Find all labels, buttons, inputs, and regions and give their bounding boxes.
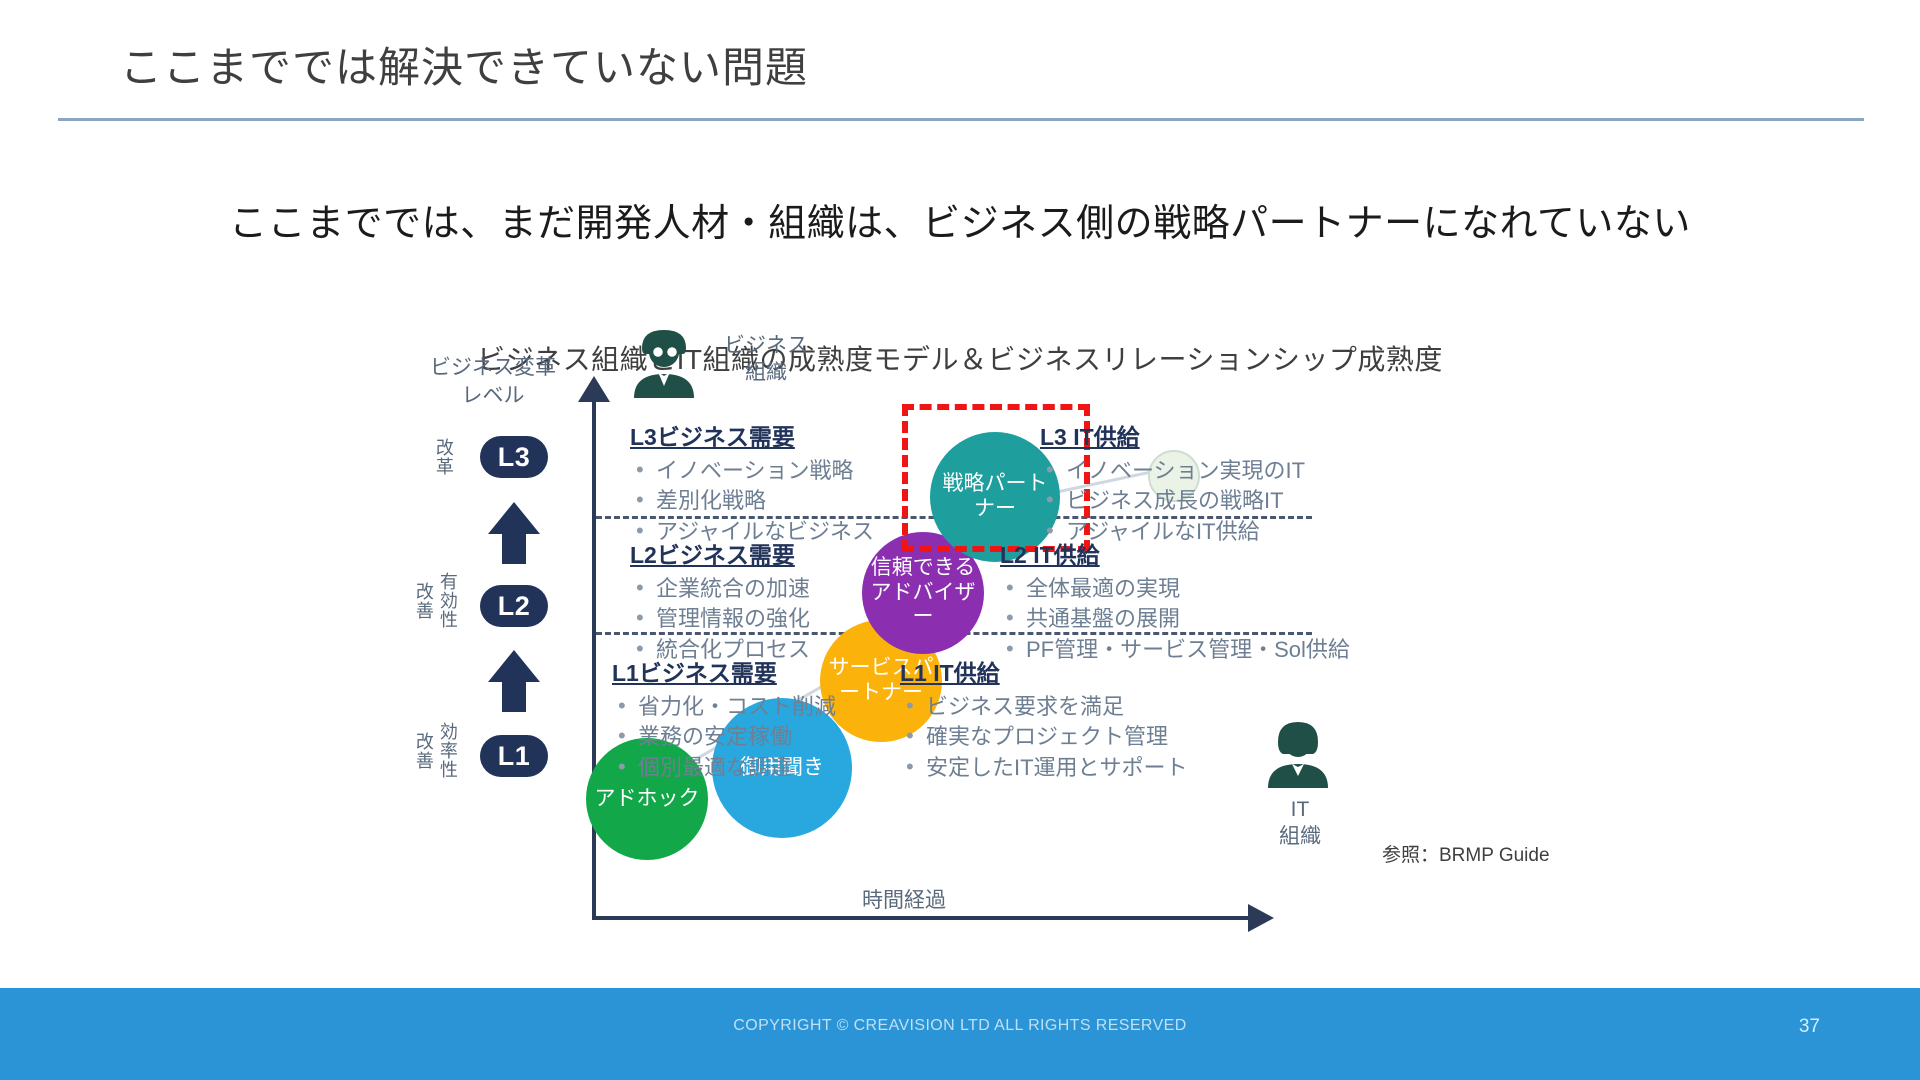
demand-block-l3-item: イノベーション戦略 (630, 455, 874, 486)
level-side-label-l1-a: 改善 (413, 732, 434, 770)
demand-block-l1-item: 省力化・コスト削減 (612, 691, 836, 722)
supply-block-l2: L2 IT供給 全体最適の実現 共通基盤の展開 PF管理・サービス管理・Sol供… (1000, 536, 1350, 665)
x-axis-label: 時間経過 (862, 889, 946, 912)
business-organization-label-line2: 組織 (745, 361, 787, 385)
business-organization-person-icon (630, 326, 698, 398)
page-title: ここまででは解決できていない問題 (120, 44, 809, 91)
demand-block-l3-title: L3ビジネス需要 (630, 424, 795, 450)
demand-block-l1-item: 個別最適な調達 (612, 752, 836, 783)
it-organization-label-line1: IT (1290, 798, 1310, 821)
footer-page-number: 37 (1798, 1016, 1820, 1037)
supply-block-l3-item: ビジネス成長の戦略IT (1040, 485, 1305, 516)
level-pill-l2: L2 (480, 585, 548, 627)
upward-arrow-icon-upper (488, 502, 540, 564)
level-side-label-l1-b: 効率性 (437, 722, 458, 779)
bubble-strategic-partner: 戦略パートナー (930, 432, 1060, 562)
source-reference-note: 参照：BRMP Guide (1382, 845, 1550, 866)
business-organization-label-line1: ビジネス (724, 334, 808, 357)
y-axis-label: ビジネス変革 レベル (418, 354, 568, 411)
demand-block-l2-item: 統合化プロセス (630, 634, 810, 665)
title-divider (58, 118, 1864, 121)
x-axis-arrowhead-icon (1248, 904, 1274, 932)
demand-block-l3-item: アジャイルなビジネス (630, 516, 874, 547)
supply-block-l3-item: アジャイルなIT供給 (1040, 516, 1305, 547)
slide-subtitle: ここまででは、まだ開発人材・組織は、ビジネス側の戦略パートナーになれていない (229, 203, 1691, 245)
demand-block-l2-item: 管理情報の強化 (630, 603, 810, 634)
supply-block-l3-item: イノベーション実現のIT (1040, 455, 1305, 486)
supply-block-l3-title: L3 IT供給 (1040, 424, 1140, 450)
x-axis-line (592, 916, 1252, 920)
supply-block-l2-item: 全体最適の実現 (1000, 573, 1350, 604)
supply-block-l1-item: 確実なプロジェクト管理 (900, 721, 1188, 752)
level-side-label-l2-b: 有効性 (437, 572, 458, 629)
business-organization-label: ビジネス 組織 (706, 332, 826, 387)
demand-block-l2-item: 企業統合の加速 (630, 573, 810, 604)
demand-block-l3-item: 差別化戦略 (630, 485, 874, 516)
demand-block-l2-title: L2ビジネス需要 (630, 542, 795, 568)
supply-block-l2-item: 共通基盤の展開 (1000, 603, 1350, 634)
supply-block-l1-item: 安定したIT運用とサポート (900, 752, 1188, 783)
supply-block-l1-title: L1 IT供給 (900, 660, 1000, 686)
supply-block-l3: L3 IT供給 イノベーション実現のIT ビジネス成長の戦略IT アジャイルなI… (1040, 418, 1305, 547)
it-organization-label-line2: 組織 (1279, 825, 1321, 849)
demand-block-l3: L3ビジネス需要 イノベーション戦略 差別化戦略 アジャイルなビジネス (630, 418, 874, 547)
level-side-label-l2-a: 改善 (413, 582, 434, 620)
demand-block-l2: L2ビジネス需要 企業統合の加速 管理情報の強化 統合化プロセス (630, 536, 810, 665)
y-axis-label-line1: ビジネス変革 (430, 356, 556, 379)
supply-block-l1: L1 IT供給 ビジネス要求を満足 確実なプロジェクト管理 安定したIT運用とサ… (900, 654, 1188, 783)
footer-copyright: COPYRIGHT © CREAVISION LTD ALL RIGHTS RE… (733, 1017, 1187, 1034)
y-axis-label-line2: レベル (461, 384, 525, 408)
it-organization-label: IT 組織 (1250, 796, 1350, 851)
upward-arrow-icon-lower (488, 650, 540, 712)
y-axis-arrowhead-icon (578, 376, 610, 402)
it-organization-person-icon (1266, 718, 1330, 788)
supply-block-l2-title: L2 IT供給 (1000, 542, 1100, 568)
demand-block-l1-item: 業務の安定稼働 (612, 721, 836, 752)
footer-bar: COPYRIGHT © CREAVISION LTD ALL RIGHTS RE… (0, 988, 1920, 1080)
level-pill-l1: L1 (480, 735, 548, 777)
level-side-label-l3: 改革 (433, 438, 454, 476)
y-axis-line (592, 398, 596, 920)
diagram-heading: ビジネス組織とIT組織の成熟度モデル＆ビジネスリレーションシップ成熟度 (477, 344, 1443, 375)
supply-block-l2-item: PF管理・サービス管理・Sol供給 (1000, 634, 1350, 665)
supply-block-l1-item: ビジネス要求を満足 (900, 691, 1188, 722)
maturity-model-diagram: ビジネス組織とIT組織の成熟度モデル＆ビジネスリレーションシップ成熟度 ビジネス… (0, 320, 1920, 970)
demand-block-l1-title: L1ビジネス需要 (612, 660, 777, 686)
demand-block-l1: L1ビジネス需要 省力化・コスト削減 業務の安定稼働 個別最適な調達 (612, 654, 836, 783)
level-pill-l3: L3 (480, 436, 548, 478)
